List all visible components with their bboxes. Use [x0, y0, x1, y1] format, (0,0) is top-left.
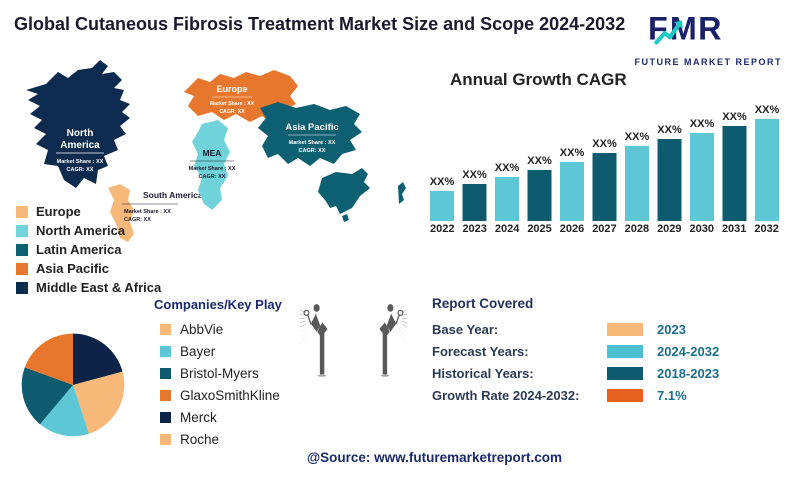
- svg-text:XX%: XX%: [495, 162, 520, 174]
- svg-text:XX%: XX%: [592, 138, 617, 150]
- svg-text:Market Share : XX: Market Share : XX: [210, 101, 255, 107]
- svg-text:MEA: MEA: [203, 148, 222, 158]
- svg-text:America: America: [60, 140, 100, 151]
- svg-text:North: North: [67, 128, 94, 139]
- svg-text:XX%: XX%: [430, 176, 454, 188]
- svg-text:XX%: XX%: [690, 118, 715, 130]
- svg-text:Asia Pacific: Asia Pacific: [285, 122, 338, 133]
- svg-text:CAGR: XX: CAGR: XX: [219, 109, 245, 115]
- svg-text:Europe: Europe: [216, 84, 247, 94]
- svg-text:XX%: XX%: [755, 104, 780, 116]
- svg-text:XX%: XX%: [462, 169, 487, 181]
- svg-text:XX%: XX%: [560, 147, 585, 159]
- svg-text:XX%: XX%: [625, 131, 650, 143]
- svg-text:CAGR: XX: CAGR: XX: [199, 174, 226, 180]
- svg-text:Market Share : XX: Market Share : XX: [57, 159, 104, 165]
- svg-text:XX%: XX%: [657, 124, 682, 136]
- svg-text:South America: South America: [143, 190, 203, 200]
- svg-text:CAGR: XX: CAGR: XX: [299, 148, 326, 154]
- svg-text:Market Share : XX: Market Share : XX: [289, 140, 336, 146]
- svg-text:XX%: XX%: [722, 111, 747, 123]
- svg-text:Market Share : XX: Market Share : XX: [189, 166, 236, 172]
- svg-text:CAGR: XX: CAGR: XX: [67, 167, 94, 173]
- svg-text:R: R: [698, 12, 721, 46]
- svg-text:XX%: XX%: [527, 155, 552, 167]
